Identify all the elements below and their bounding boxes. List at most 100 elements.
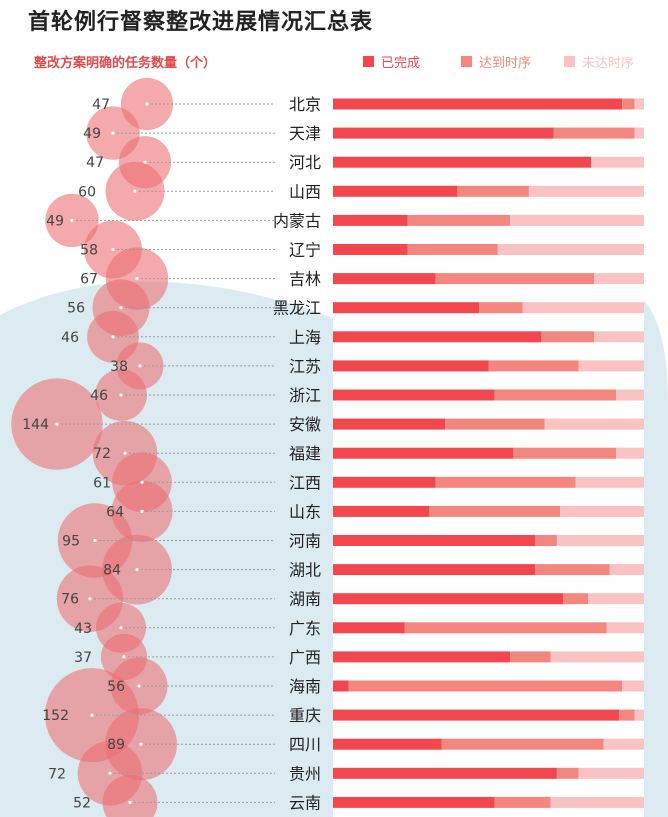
province-label: 北京 — [289, 95, 321, 114]
province-label: 黑龙江 — [273, 299, 321, 318]
bar-segment-on-schedule — [494, 796, 551, 808]
legend-label-behind-schedule: 未达时序 — [582, 55, 635, 71]
task-count-label: 46 — [61, 330, 79, 346]
province-label: 山西 — [289, 182, 321, 201]
leader-dot — [119, 306, 123, 310]
bar-segment-on-schedule — [541, 331, 595, 343]
bar-segment-on-schedule — [553, 127, 635, 139]
task-count-label: 49 — [46, 213, 64, 229]
province-label: 广东 — [289, 619, 321, 638]
province-label: 天津 — [289, 124, 321, 143]
bar-segment-completed — [333, 593, 564, 605]
bar-segment-behind-schedule — [510, 214, 644, 226]
legend-swatch-completed — [363, 55, 374, 67]
leader-dot — [145, 102, 149, 106]
task-count-label: 38 — [110, 359, 128, 375]
legend-label-completed: 已完成 — [381, 55, 421, 71]
province-label: 江苏 — [289, 357, 321, 376]
bar-segment-behind-schedule — [497, 244, 644, 255]
bar-segment-on-schedule — [510, 651, 551, 663]
task-count-label: 46 — [90, 388, 108, 404]
leader-dot — [111, 247, 115, 252]
bar-segment-completed — [333, 331, 542, 343]
task-count-label: 89 — [107, 737, 125, 753]
bar-segment-behind-schedule — [594, 273, 644, 285]
bar-segment-behind-schedule — [550, 796, 644, 808]
legend-swatch-on-schedule — [461, 55, 472, 67]
leader-dot — [88, 597, 92, 601]
leader-dot — [55, 422, 59, 426]
bar-segment-behind-schedule — [622, 680, 644, 692]
bar-segment-on-schedule — [488, 360, 579, 372]
bar-segment-on-schedule — [535, 535, 557, 546]
legend-item-completed: 已完成 — [363, 52, 421, 71]
bar-segment-on-schedule — [407, 244, 498, 255]
bar-segment-completed — [333, 302, 480, 314]
bar-segment-completed — [333, 738, 442, 750]
bubble-axis-label: 整改方案明确的任务数量（个） — [34, 56, 217, 71]
bar-segment-on-schedule — [441, 738, 604, 750]
bar-segment-completed — [333, 244, 408, 255]
province-label: 广西 — [289, 648, 321, 667]
bar-segment-completed — [333, 360, 489, 372]
task-count-label-group: 4749476049586756463846144726164958476433… — [22, 97, 128, 811]
leader-dot — [143, 160, 147, 164]
task-count-label: 84 — [103, 563, 121, 579]
province-label: 浙江 — [289, 386, 321, 405]
bar-segment-behind-schedule — [634, 709, 644, 721]
bar-segment-completed — [333, 156, 592, 168]
bar-segment-behind-schedule — [522, 302, 644, 314]
task-count-label: 72 — [48, 766, 66, 782]
task-count-label: 152 — [42, 708, 69, 724]
bar-segment-behind-schedule — [591, 156, 644, 168]
bar-segment-behind-schedule — [609, 564, 644, 576]
stacked-bar-group — [333, 98, 644, 808]
leader-dot — [135, 568, 139, 572]
task-count-label: 95 — [62, 534, 80, 550]
bar-segment-completed — [333, 447, 514, 459]
bar-segment-on-schedule — [407, 214, 511, 226]
task-count-label: 64 — [106, 504, 124, 520]
bar-segment-completed — [333, 622, 405, 634]
leader-dot — [93, 538, 97, 543]
province-label: 吉林 — [289, 270, 321, 289]
province-label: 重庆 — [289, 706, 321, 725]
bar-segment-completed — [333, 796, 495, 808]
task-count-label: 47 — [92, 97, 110, 113]
task-count-label: 61 — [93, 475, 111, 491]
task-count-label: 58 — [80, 243, 98, 259]
leader-dot — [123, 451, 127, 455]
bar-segment-completed — [333, 389, 495, 401]
bar-segment-on-schedule — [556, 767, 579, 779]
province-label: 山东 — [289, 502, 321, 521]
leader-dot — [140, 509, 144, 513]
bar-segment-completed — [333, 273, 436, 285]
background-wave-right — [644, 300, 668, 817]
bar-segment-behind-schedule — [616, 389, 644, 401]
province-label: 安徽 — [289, 415, 321, 434]
bar-segment-behind-schedule — [544, 418, 644, 430]
bar-segment-on-schedule — [494, 389, 616, 401]
leader-dot — [135, 277, 139, 281]
bar-segment-on-schedule — [563, 593, 588, 605]
bar-segment-behind-schedule — [528, 185, 644, 197]
province-label: 内蒙古 — [273, 211, 321, 230]
leader-dot — [122, 655, 126, 659]
leader-dot — [90, 713, 94, 717]
province-label: 湖北 — [289, 561, 321, 580]
bar-segment-completed — [333, 564, 536, 576]
leader-dot — [140, 480, 144, 484]
task-count-label: 67 — [80, 272, 98, 288]
bar-segment-completed — [333, 127, 554, 139]
bar-segment-behind-schedule — [634, 98, 644, 110]
leader-dot — [133, 189, 137, 193]
leader-line-group — [55, 102, 275, 805]
leader-dot — [138, 364, 142, 368]
leader-dot — [128, 800, 132, 805]
province-label: 海南 — [289, 677, 321, 696]
leader-dot — [111, 131, 115, 135]
bar-segment-on-schedule — [619, 709, 635, 721]
bar-segment-behind-schedule — [556, 535, 644, 546]
